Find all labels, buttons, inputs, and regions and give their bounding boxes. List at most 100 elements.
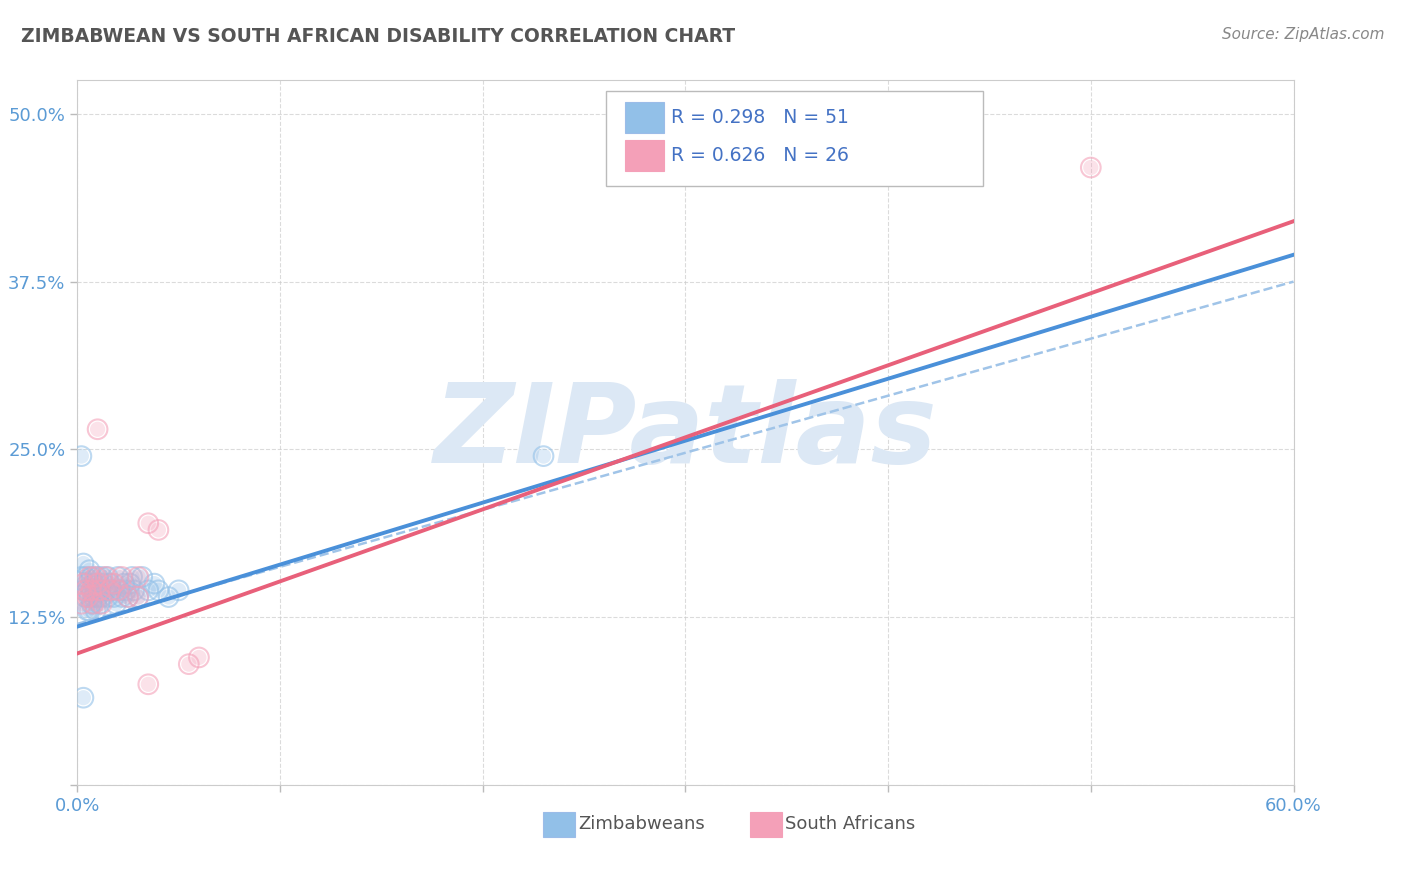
- Point: [143, 576, 166, 591]
- Point: [72, 557, 94, 571]
- Point: [136, 516, 159, 531]
- Point: [117, 590, 139, 604]
- Point: [103, 576, 125, 591]
- Point: [79, 590, 101, 604]
- Point: [97, 590, 120, 604]
- Point: [94, 583, 117, 598]
- Point: [70, 570, 93, 584]
- Point: [101, 583, 124, 598]
- Point: [104, 597, 127, 611]
- Point: [83, 576, 105, 591]
- Point: [72, 583, 94, 598]
- Point: [122, 583, 145, 598]
- Point: [90, 597, 112, 611]
- Point: [89, 583, 111, 598]
- Point: [76, 603, 98, 617]
- Point: [533, 449, 555, 463]
- Point: [83, 590, 105, 604]
- Point: [177, 657, 200, 672]
- Point: [127, 590, 149, 604]
- Point: [83, 590, 105, 604]
- Point: [117, 590, 139, 604]
- Point: [75, 570, 97, 584]
- Point: [107, 583, 129, 598]
- Point: [80, 583, 103, 598]
- Point: [86, 570, 108, 584]
- Text: ZIMBABWEAN VS SOUTH AFRICAN DISABILITY CORRELATION CHART: ZIMBABWEAN VS SOUTH AFRICAN DISABILITY C…: [21, 27, 735, 45]
- Point: [80, 570, 103, 584]
- Point: [148, 523, 170, 537]
- Point: [72, 690, 94, 705]
- Point: [72, 576, 94, 591]
- Point: [70, 570, 93, 584]
- Point: [111, 590, 134, 604]
- Point: [111, 570, 134, 584]
- Point: [148, 583, 170, 598]
- Point: [86, 590, 108, 604]
- Point: [131, 570, 153, 584]
- Point: [117, 590, 139, 604]
- Point: [90, 597, 112, 611]
- Point: [93, 576, 115, 591]
- Point: [118, 576, 141, 591]
- Point: [86, 576, 108, 591]
- Point: [98, 583, 121, 598]
- Point: [103, 576, 125, 591]
- Text: R = 0.298   N = 51: R = 0.298 N = 51: [671, 108, 849, 128]
- Point: [76, 590, 98, 604]
- Point: [94, 570, 117, 584]
- Point: [108, 583, 131, 598]
- Point: [94, 570, 117, 584]
- Point: [86, 570, 108, 584]
- Point: [84, 603, 107, 617]
- Point: [1080, 161, 1102, 175]
- Point: [115, 583, 138, 598]
- Point: [84, 583, 107, 598]
- Point: [79, 603, 101, 617]
- Point: [188, 650, 211, 665]
- Point: [83, 597, 105, 611]
- Point: [127, 590, 149, 604]
- Point: [97, 570, 120, 584]
- Point: [107, 583, 129, 598]
- Point: [107, 570, 129, 584]
- Point: [79, 570, 101, 584]
- Point: [136, 583, 159, 598]
- Point: [188, 650, 211, 665]
- Point: [131, 570, 153, 584]
- Point: [89, 597, 111, 611]
- Point: [79, 563, 101, 577]
- Point: [89, 583, 111, 598]
- Point: [86, 422, 108, 436]
- Point: [148, 523, 170, 537]
- Point: [76, 576, 98, 591]
- Point: [76, 583, 98, 598]
- Point: [75, 590, 97, 604]
- FancyBboxPatch shape: [543, 812, 575, 837]
- Text: R = 0.626   N = 26: R = 0.626 N = 26: [671, 146, 849, 165]
- Point: [90, 570, 112, 584]
- Point: [84, 570, 107, 584]
- Point: [118, 576, 141, 591]
- Point: [127, 590, 149, 604]
- Point: [117, 590, 139, 604]
- Point: [104, 597, 127, 611]
- Point: [83, 576, 105, 591]
- Point: [79, 603, 101, 617]
- Point: [167, 583, 190, 598]
- Point: [75, 590, 97, 604]
- Point: [115, 583, 138, 598]
- Text: ZIPatlas: ZIPatlas: [433, 379, 938, 486]
- Point: [101, 583, 124, 598]
- Point: [148, 583, 170, 598]
- FancyBboxPatch shape: [749, 812, 782, 837]
- Point: [157, 590, 180, 604]
- Point: [90, 570, 112, 584]
- Point: [136, 677, 159, 691]
- Point: [86, 576, 108, 591]
- Point: [80, 583, 103, 598]
- Point: [103, 590, 125, 604]
- Point: [103, 590, 125, 604]
- Point: [98, 576, 121, 591]
- Point: [72, 690, 94, 705]
